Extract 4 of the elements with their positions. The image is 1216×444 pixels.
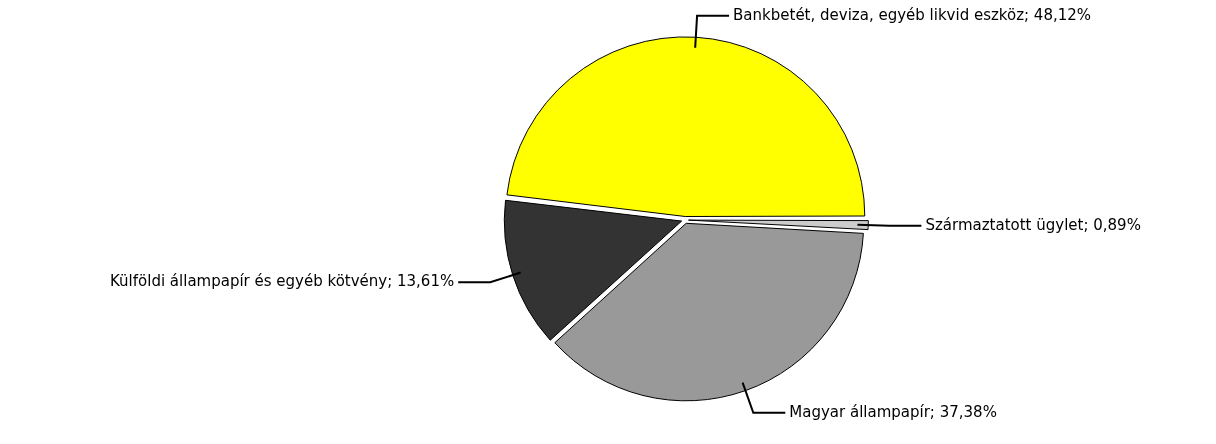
slice-label: Származtatott ügylet; 0,89% [925,215,1141,234]
slice-label: Magyar állampapír; 37,38% [789,402,997,421]
slice-label: Külföldi állampapír és egyéb kötvény; 13,61% [110,272,455,291]
slice-label: Bankbetét, deviza, egyéb likvid eszköz; 48,12% [733,5,1092,24]
